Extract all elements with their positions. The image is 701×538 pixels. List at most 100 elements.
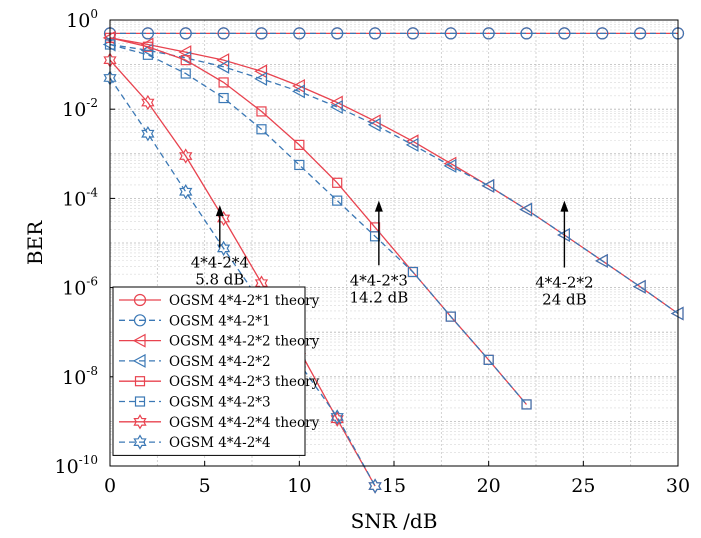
- annotation-arrow-head: [560, 200, 569, 212]
- data-point: [521, 399, 532, 410]
- data-point: [141, 27, 154, 40]
- data-point: [141, 126, 155, 142]
- series-2: [103, 27, 685, 40]
- data-point: [558, 27, 571, 40]
- legend-label: OGSM 4*4-2*1 theory: [169, 293, 320, 309]
- data-point: [254, 71, 268, 86]
- legend-entry: OGSM 4*4-2*1 theory: [119, 293, 320, 309]
- y-tick-label: 10-6: [62, 275, 98, 300]
- x-tick-label: 5: [199, 475, 211, 497]
- series-line: [109, 59, 376, 487]
- data-point: [406, 27, 420, 40]
- x-tick-label: 0: [104, 475, 116, 497]
- legend-label: OGSM 4*4-2*4: [169, 435, 271, 451]
- data-point: [179, 27, 192, 40]
- legend-entry: OGSM 4*4-2*4: [119, 434, 271, 451]
- data-point: [634, 27, 647, 40]
- data-point: [141, 94, 155, 111]
- data-point: [218, 92, 229, 104]
- annotation-arrow-head: [215, 205, 224, 217]
- data-point: [369, 231, 381, 242]
- data-point: [218, 77, 229, 88]
- annotation-arrow-head: [374, 200, 383, 212]
- legend-marker: [134, 376, 146, 387]
- legend-marker: [133, 434, 147, 450]
- legend-label: OGSM 4*4-2*2 theory: [169, 334, 320, 350]
- data-point: [332, 177, 343, 188]
- data-point: [256, 124, 267, 135]
- y-tick-label: 10-10: [54, 453, 98, 478]
- data-point: [216, 240, 231, 257]
- annotation-a1: 4*4-2*45.8 dB: [191, 205, 249, 288]
- x-tick-label: 20: [477, 475, 501, 497]
- data-point: [216, 59, 230, 74]
- series-line: [109, 43, 679, 315]
- legend-entry: OGSM 4*4-2*2: [119, 353, 271, 370]
- x-tick-label: 25: [571, 475, 595, 497]
- data-point: [217, 27, 230, 40]
- data-point: [444, 27, 457, 40]
- data-point: [179, 184, 193, 200]
- x-tick-label: 10: [287, 475, 311, 497]
- data-point: [519, 202, 533, 217]
- data-point: [329, 99, 343, 114]
- data-point: [483, 354, 494, 365]
- grid: [110, 20, 678, 466]
- annotation-a2: 4*4-2*314.2 dB: [349, 200, 408, 306]
- data-point: [180, 68, 191, 79]
- legend-label: OGSM 4*4-2*4 theory: [169, 415, 320, 431]
- y-tick-label: 10-2: [62, 96, 98, 121]
- data-point: [331, 27, 344, 40]
- legend-marker: [133, 414, 147, 430]
- data-point: [482, 27, 495, 40]
- y-tick-label: 10-8: [62, 364, 98, 389]
- annotation-value: 5.8 dB: [195, 270, 244, 288]
- axes: 0 5 10 15 20 25 30 100 10-2 10-4 10-6 10-8 10-10 SNR …: [23, 7, 690, 533]
- annotation-value: 14.2 dB: [349, 288, 408, 306]
- legend-box: [112, 286, 306, 456]
- annotation-a3: 4*4-2*224 dB: [535, 200, 594, 309]
- annotation-value: 24 dB: [542, 291, 586, 309]
- data-point: [180, 55, 191, 66]
- y-tick-label: 100: [66, 7, 98, 32]
- legend-entry: OGSM 4*4-2*1: [119, 313, 271, 329]
- data-point: [368, 27, 382, 40]
- data-point: [292, 84, 305, 99]
- data-point: [405, 137, 419, 152]
- legend-marker: [133, 314, 147, 327]
- x-axis-label: SNR /dB: [351, 509, 438, 533]
- legend-label: OGSM 4*4-2*2: [169, 354, 271, 370]
- data-point: [294, 139, 305, 150]
- data-point: [294, 159, 305, 171]
- annotations-layer: 4*4-2*45.8 dB 4*4-2*314.2 dB 4*4-2*224 dB: [191, 200, 594, 309]
- legend-label: OGSM 4*4-2*1: [169, 313, 271, 329]
- data-point: [142, 49, 153, 60]
- data-point: [443, 158, 457, 173]
- data-point: [216, 53, 230, 68]
- data-point: [256, 106, 267, 117]
- legend: OGSM 4*4-2*1 theory OGSM 4*4-2*1 OGSM 4*4-…: [112, 286, 320, 456]
- data-point: [332, 195, 343, 206]
- x-tick-label: 30: [666, 475, 690, 497]
- series-6: [104, 39, 532, 410]
- data-point: [632, 279, 646, 294]
- legend-entry: OGSM 4*4-2*3 theory: [119, 374, 320, 390]
- annotation-label: 4*4-2*2: [535, 274, 593, 292]
- data-point: [407, 266, 419, 278]
- legend-entry: OGSM 4*4-2*2 theory: [119, 333, 320, 350]
- data-point: [368, 478, 382, 494]
- data-point: [595, 253, 608, 268]
- legend-marker: [134, 396, 146, 407]
- data-point: [179, 148, 193, 164]
- data-point: [520, 27, 533, 40]
- legend-marker: [133, 293, 147, 307]
- data-point: [596, 27, 609, 40]
- legend-entry: OGSM 4*4-2*3: [119, 395, 271, 411]
- data-point: [293, 27, 306, 40]
- data-point: [330, 409, 344, 425]
- y-axis-label: BER: [23, 220, 47, 265]
- legend-label: OGSM 4*4-2*3: [169, 395, 271, 411]
- legend-label: OGSM 4*4-2*3 theory: [169, 374, 320, 390]
- data-point: [254, 64, 268, 79]
